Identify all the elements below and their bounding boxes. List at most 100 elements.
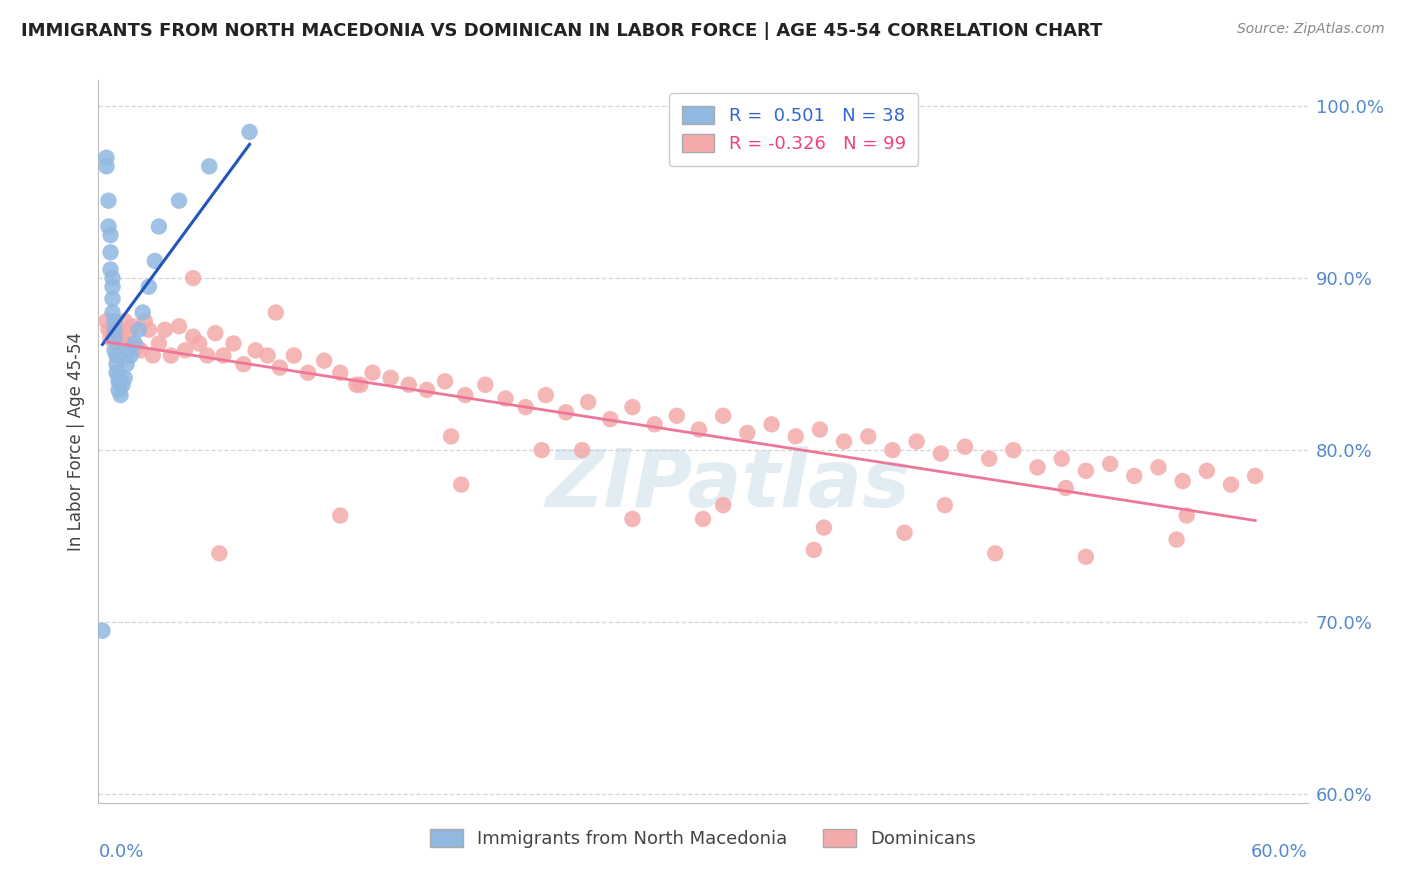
Point [96, 151, 118, 165]
Point [1026, 460, 1049, 475]
Point [101, 319, 124, 334]
Point [129, 343, 152, 358]
Point [103, 314, 125, 328]
Point [103, 331, 125, 345]
Point [832, 434, 855, 449]
Point [711, 498, 734, 512]
Point [1099, 457, 1122, 471]
Point [96, 314, 118, 328]
Point [1147, 460, 1170, 475]
Point [934, 498, 956, 512]
Point [808, 422, 831, 436]
Point [100, 331, 122, 345]
Point [283, 349, 305, 363]
Point [450, 477, 472, 491]
Point [858, 429, 880, 443]
Point [103, 343, 125, 358]
Point [813, 520, 835, 534]
Point [153, 323, 176, 337]
Point [688, 422, 710, 436]
Point [599, 412, 621, 426]
Point [692, 512, 714, 526]
Point [114, 314, 136, 328]
Point [121, 319, 143, 334]
Point [398, 377, 420, 392]
Text: Source: ZipAtlas.com: Source: ZipAtlas.com [1237, 22, 1385, 37]
Point [314, 353, 336, 368]
Point [138, 279, 160, 293]
Point [644, 417, 666, 432]
Point [1054, 481, 1077, 495]
Point [803, 542, 825, 557]
Point [97, 194, 120, 208]
Point [1050, 451, 1073, 466]
Point [167, 319, 190, 334]
Point [576, 395, 599, 409]
Point [953, 440, 976, 454]
Point [515, 400, 537, 414]
Point [143, 253, 166, 268]
Point [111, 377, 134, 392]
Point [107, 323, 129, 337]
Point [212, 349, 235, 363]
Point [1123, 469, 1146, 483]
Point [245, 343, 267, 358]
Point [571, 443, 593, 458]
Point [984, 546, 1007, 560]
Point [128, 323, 150, 337]
Text: 0.0%: 0.0% [98, 843, 143, 861]
Point [534, 388, 557, 402]
Point [181, 329, 204, 343]
Point [929, 446, 952, 460]
Point [195, 349, 218, 363]
Point [148, 336, 170, 351]
Point [105, 366, 128, 380]
Point [1166, 533, 1188, 547]
Point [100, 262, 122, 277]
Point [118, 343, 141, 358]
Point [100, 245, 122, 260]
Point [110, 329, 132, 343]
Point [979, 451, 1001, 466]
Point [1175, 508, 1198, 523]
Point [256, 349, 278, 363]
Point [132, 305, 155, 319]
Point [148, 219, 170, 234]
Point [380, 371, 402, 385]
Point [239, 125, 262, 139]
Point [1195, 464, 1218, 478]
Point [114, 371, 136, 385]
Point [188, 336, 211, 351]
Point [222, 336, 245, 351]
Point [882, 443, 904, 458]
Point [1074, 549, 1097, 564]
Point [1074, 464, 1097, 478]
Point [142, 349, 165, 363]
Point [115, 357, 138, 371]
Point [204, 326, 226, 340]
Point [361, 366, 384, 380]
Point [110, 375, 132, 389]
Point [111, 334, 134, 349]
Point [110, 388, 132, 402]
Point [665, 409, 688, 423]
Point [329, 508, 352, 523]
Point [1171, 474, 1194, 488]
Point [1002, 443, 1025, 458]
Point [454, 388, 477, 402]
Point [344, 377, 367, 392]
Text: IMMIGRANTS FROM NORTH MACEDONIA VS DOMINICAN IN LABOR FORCE | AGE 45-54 CORRELAT: IMMIGRANTS FROM NORTH MACEDONIA VS DOMIN… [21, 22, 1102, 40]
Point [97, 323, 120, 337]
Point [711, 409, 734, 423]
Point [530, 443, 553, 458]
Point [621, 400, 644, 414]
Point [107, 369, 129, 384]
Point [893, 525, 915, 540]
Point [349, 377, 371, 392]
Point [125, 340, 148, 354]
Point [107, 383, 129, 397]
Point [105, 336, 128, 351]
Point [134, 314, 156, 328]
Point [621, 512, 644, 526]
Point [96, 159, 118, 173]
